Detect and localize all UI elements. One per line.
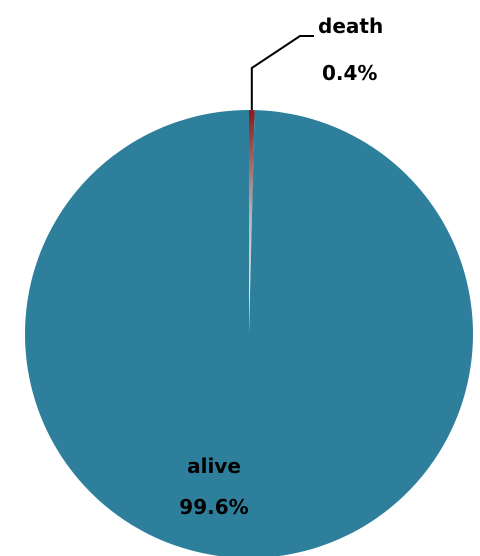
death-slice-label: death — [318, 14, 383, 38]
alive-slice — [25, 110, 473, 556]
death-slice — [249, 110, 255, 334]
alive-slice-label: alive — [187, 454, 241, 478]
alive-slice-value-label: 99.6% — [179, 495, 248, 519]
death-slice-value-label: 0.4% — [322, 61, 377, 85]
death-leader-line — [250, 35, 314, 111]
